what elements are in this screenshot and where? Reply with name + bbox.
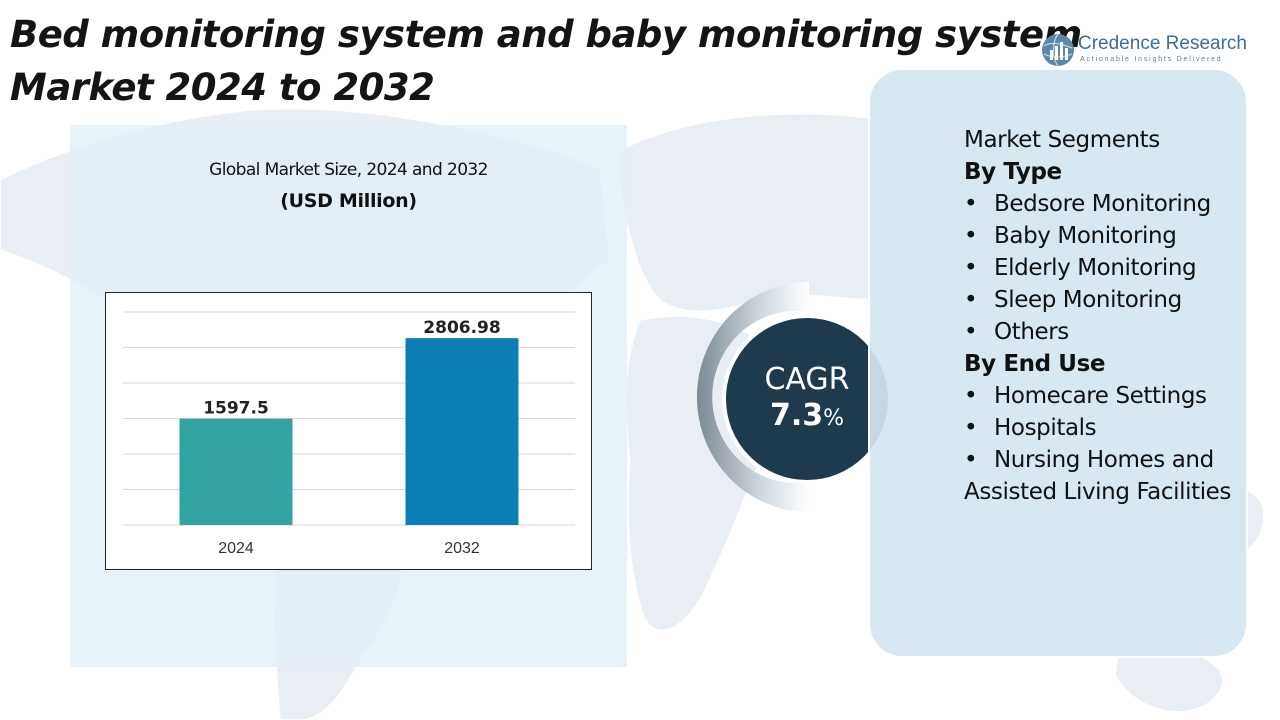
segment-item-label: Baby Monitoring xyxy=(994,223,1177,249)
segments-panel xyxy=(868,68,1248,658)
bullet-icon: • xyxy=(964,287,978,313)
cagr-value: 7.3 xyxy=(769,397,824,433)
tick-label-2032: 2032 xyxy=(444,540,480,557)
cagr-ring-decoration xyxy=(696,282,809,512)
title-line-2: Market 2024 to 2032 xyxy=(10,66,435,109)
brand-name: Credence Research xyxy=(1078,33,1247,54)
bullet-icon: • xyxy=(964,447,978,473)
segment-item-label: Homecare Settings xyxy=(994,383,1207,409)
bullet-icon: • xyxy=(964,191,978,217)
brand-tagline: Actionable Insights Delivered xyxy=(1080,56,1223,63)
page-title: Bed monitoring system and baby monitorin… xyxy=(10,8,1090,114)
tick-label-2024: 2024 xyxy=(218,540,254,557)
cagr-unit: % xyxy=(823,405,845,431)
cagr-badge: CAGR 7.3% xyxy=(722,314,892,484)
segments-list: Market Segments By Type • Bedsore Monitori… xyxy=(964,124,1264,508)
segment-item: • Baby Monitoring xyxy=(964,220,1264,252)
data-label-2024: 1597.5 xyxy=(203,399,269,419)
segment-group-title: By Type xyxy=(964,159,1062,185)
segment-item: • Hospitals xyxy=(964,412,1264,444)
segment-item: • Sleep Monitoring xyxy=(964,284,1264,316)
segment-item-label: Sleep Monitoring xyxy=(994,287,1182,313)
segment-item-label: Hospitals xyxy=(994,415,1097,441)
chart-unit: (USD Million) xyxy=(280,190,417,212)
segment-group-title: By End Use xyxy=(964,351,1106,377)
cagr-label: CAGR xyxy=(764,361,850,397)
segment-item: • Others xyxy=(964,316,1264,348)
data-label-2032: 2806.98 xyxy=(423,318,500,338)
chart-frame xyxy=(105,292,592,570)
bar-2032 xyxy=(405,338,519,525)
segment-item: • Nursing Homes and Assisted Living Facil… xyxy=(964,444,1264,508)
bullet-icon: • xyxy=(964,383,978,409)
segment-item-label: Bedsore Monitoring xyxy=(994,191,1211,217)
bullet-icon: • xyxy=(964,255,978,281)
segment-item: • Homecare Settings xyxy=(964,380,1264,412)
bullet-icon: • xyxy=(964,415,978,441)
segment-item-label: Elderly Monitoring xyxy=(994,255,1197,281)
brand-logo: Credence Research Actionable Insights De… xyxy=(1040,30,1255,70)
segment-item: • Bedsore Monitoring xyxy=(964,188,1264,220)
chart-title: Global Market Size, 2024 and 2032 xyxy=(209,160,488,180)
segment-item-label: Nursing Homes and Assisted Living Facili… xyxy=(964,447,1232,505)
cagr-value-wrap: 7.3% xyxy=(770,398,844,437)
bar-chart-globe-icon xyxy=(1042,33,1074,67)
segments-heading: Market Segments xyxy=(964,127,1160,153)
bar-2024 xyxy=(179,418,293,525)
title-line-1: Bed monitoring system and baby monitorin… xyxy=(10,13,1082,56)
bar-chart: 1597.5 2024 2806.98 2032 xyxy=(105,292,592,570)
bullet-icon: • xyxy=(964,319,978,345)
segment-item: • Elderly Monitoring xyxy=(964,252,1264,284)
bullet-icon: • xyxy=(964,223,978,249)
segment-item-label: Others xyxy=(994,319,1069,345)
